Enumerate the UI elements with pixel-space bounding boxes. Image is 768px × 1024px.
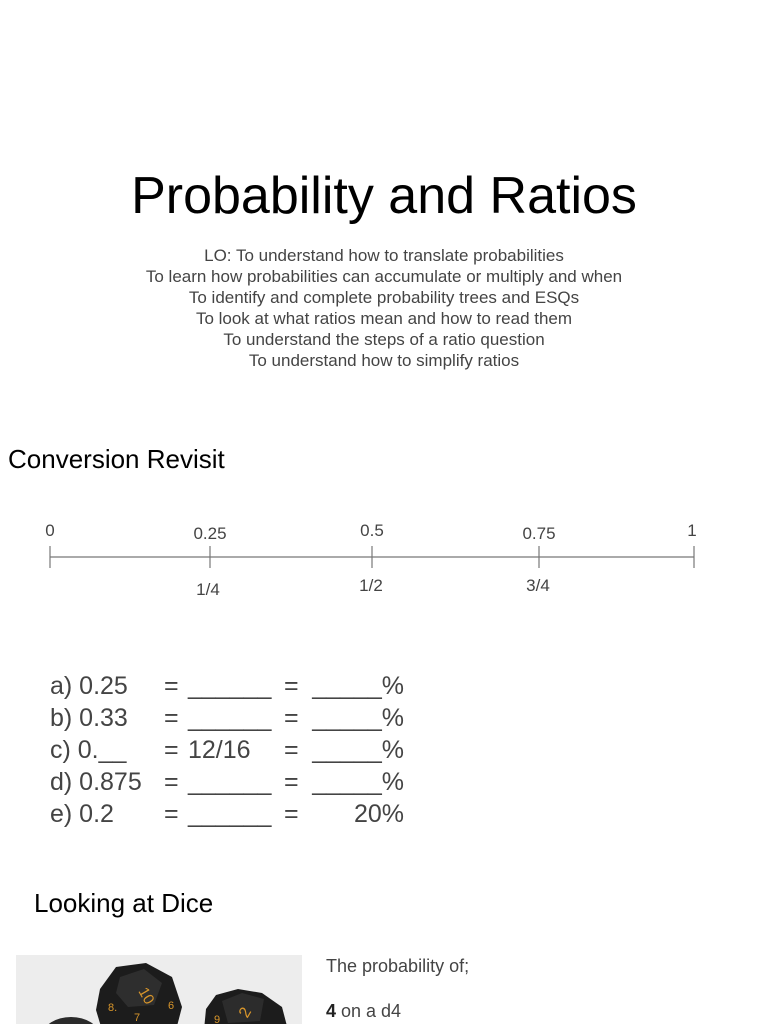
percent-blank: _____% [312,704,404,732]
equals-sign: = [164,736,179,764]
fraction-blank: ______ [188,672,272,700]
equals-sign: = [284,800,299,828]
objective-line: To look at what ratios mean and how to r… [195,309,573,328]
equals-sign: = [284,736,299,764]
objective-line: LO: To understand how to translate proba… [204,246,564,265]
equals-sign: = [284,672,299,700]
number-line-decimal: 0.75 [522,524,555,543]
dice-icon: 10 8. 7 6 2 9 [16,955,302,1024]
svg-text:7: 7 [134,1012,140,1024]
number-line: 0 0.25 0.5 0.75 1 1/4 1/2 3/4 [45,521,696,599]
dice-photo: 10 8. 7 6 2 9 [16,955,302,1024]
number-line-decimal: 0 [45,521,54,540]
probability-item: 4 on a d4 [326,1000,746,1022]
probability-item-text: on a d4 [336,1001,402,1021]
row-label: a) 0.25 [50,672,128,700]
number-line-decimal: 0.25 [193,524,226,543]
equals-sign: = [164,672,179,700]
percent-blank: _____% [312,672,404,700]
fraction-blank: ______ [188,768,272,796]
page-title: Probability and Ratios [131,167,637,225]
probability-item-value: 4 [326,1001,337,1021]
row-label: c) 0.__ [50,736,127,764]
svg-text:8.: 8. [108,1002,117,1014]
fraction-value: 12/16 [188,736,251,764]
number-line-fraction: 1/2 [359,576,383,595]
number-line-fraction: 3/4 [526,576,550,595]
row-label: b) 0.33 [50,704,128,732]
fraction-blank: ______ [188,800,272,828]
percent-blank: _____% [312,768,404,796]
equals-sign: = [164,704,179,732]
row-label: e) 0.2 [50,800,114,828]
equals-sign: = [164,768,179,796]
conversion-heading: Conversion Revisit [8,444,225,474]
probability-intro: The probability of; [326,956,470,976]
fraction-blank: ______ [188,704,272,732]
number-line-fraction: 1/4 [196,580,220,599]
dice-question: The probability of; 4 on a d4 [326,955,746,1022]
equals-sign: = [284,768,299,796]
equals-sign: = [164,800,179,828]
objective-line: To understand how to simplify ratios [248,351,520,370]
learning-objectives: LO: To understand how to translate proba… [0,245,768,371]
row-label: d) 0.875 [50,768,142,796]
dice-heading: Looking at Dice [34,888,214,918]
percent-blank: _____% [312,736,404,764]
objective-line: To understand the steps of a ratio quest… [223,330,545,349]
svg-text:9: 9 [214,1014,220,1024]
die-label: 10 [135,985,158,1008]
equals-sign: = [284,704,299,732]
svg-text:6: 6 [168,1000,174,1012]
percent-value: 20% [353,800,404,828]
number-line-decimal: 0.5 [360,521,384,540]
objective-line: To learn how probabilities can accumulat… [145,267,623,286]
objective-line: To identify and complete probability tre… [188,288,580,307]
number-line-decimal: 1 [687,521,696,540]
